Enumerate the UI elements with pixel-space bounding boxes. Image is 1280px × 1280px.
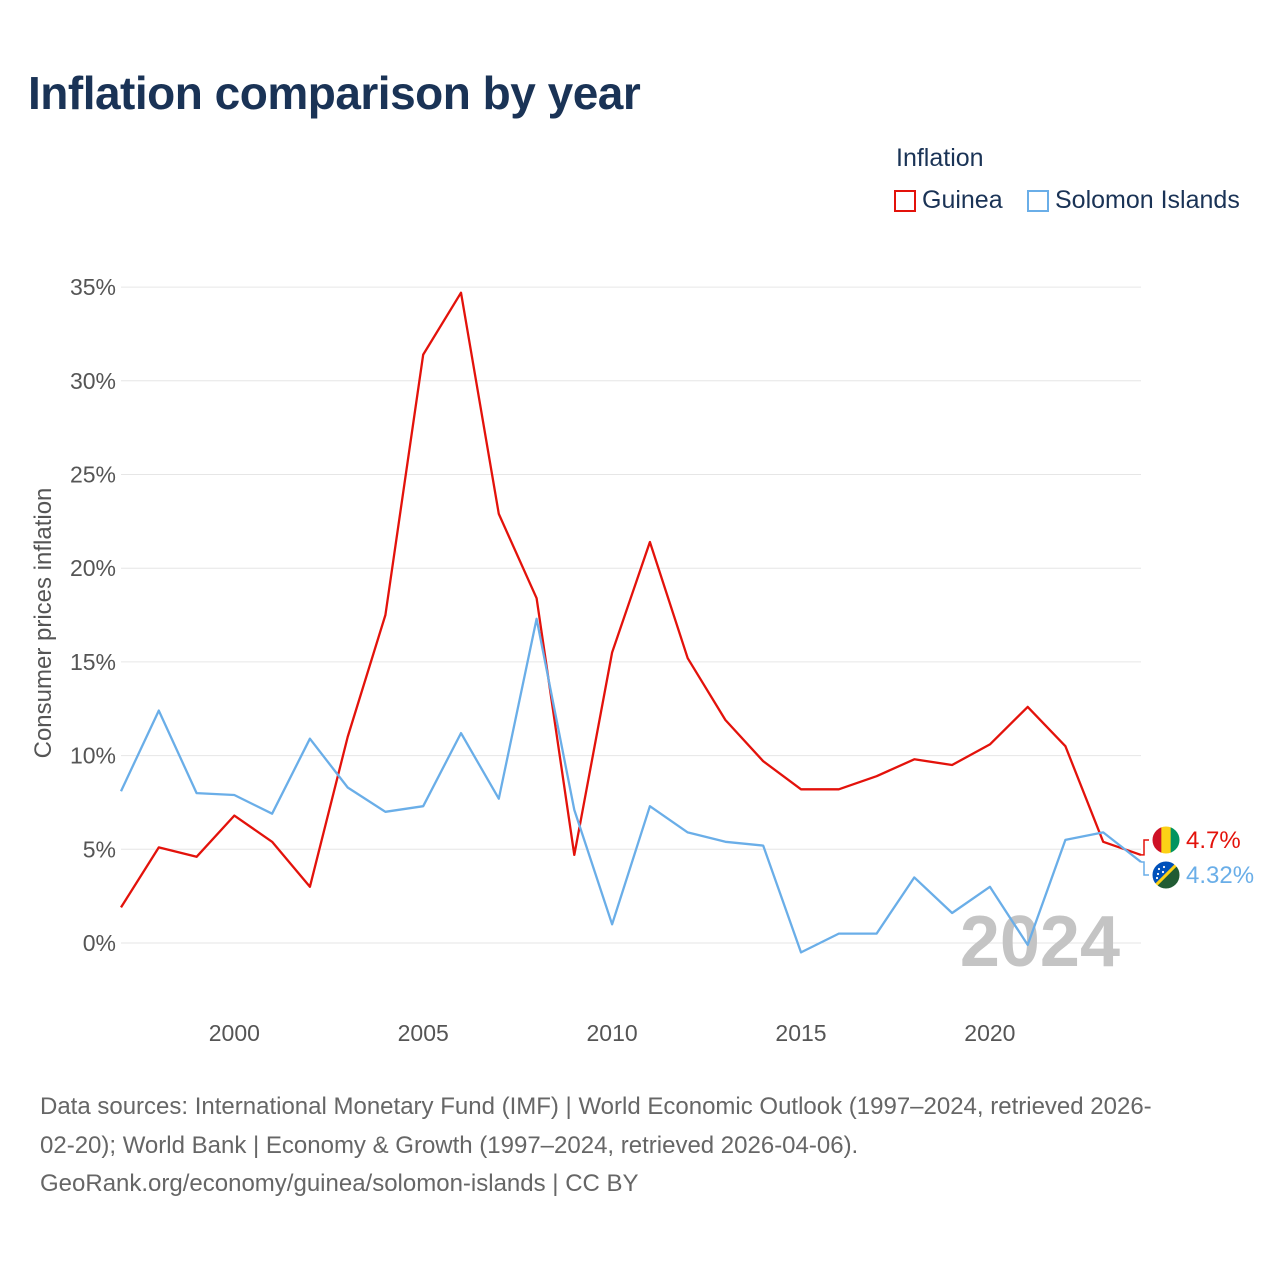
end-connector [1141, 839, 1149, 856]
y-tick-label: 30% [70, 368, 116, 394]
y-tick-label: 35% [70, 274, 116, 300]
guinea-flag-icon [1151, 825, 1181, 855]
series-line-guinea[interactable] [120, 291, 1142, 909]
legend-item-guinea[interactable]: Guinea [894, 186, 1003, 215]
y-tick-label: 20% [70, 555, 116, 581]
chart-title: Inflation comparison by year [28, 67, 641, 119]
legend-item-solomon-islands[interactable]: Solomon Islands [1027, 186, 1240, 215]
legend-swatch-guinea [894, 189, 916, 212]
series-lines [119, 291, 1142, 954]
x-tick-label: 2020 [964, 1020, 1015, 1046]
footer-source-line-2: 02-20); World Bank | Economy & Growth (1… [40, 1131, 859, 1159]
line-chart: 0%5%10%15%20%25%30%35% 2000 2005 2010 2015 2… [30, 274, 1254, 1046]
series-line-solomon-islands[interactable] [119, 617, 1142, 954]
y-tick-label: 25% [70, 462, 116, 488]
x-axis-ticks: 2000 2005 2010 2015 2020 [209, 1020, 1016, 1046]
legend-label-guinea: Guinea [922, 186, 1003, 214]
legend-label-solomon-islands: Solomon Islands [1055, 186, 1240, 214]
gridlines [121, 286, 1141, 944]
x-tick-label: 2000 [209, 1020, 260, 1046]
y-axis-ticks: 0% 5% 10% 15% 20% 25% 30% 35% [70, 274, 116, 956]
footer: Data sources: International Monetary Fun… [40, 1088, 1250, 1204]
end-labels: 4.7% 4.32% [1141, 825, 1254, 890]
end-value-label: 4.32% [1186, 862, 1254, 889]
x-tick-label: 2015 [775, 1020, 826, 1046]
y-tick-label: 5% [83, 836, 116, 862]
end-connector [1141, 861, 1149, 876]
y-tick-label: 10% [70, 743, 116, 769]
x-tick-label: 2005 [398, 1020, 449, 1046]
footer-source-line-1: Data sources: International Monetary Fun… [40, 1093, 1152, 1120]
year-watermark: 2024 [960, 902, 1120, 982]
y-tick-label: 0% [83, 930, 116, 956]
legend-swatch-solomon-islands [1027, 189, 1049, 212]
legend-title: Inflation [896, 144, 984, 172]
end-value-label: 4.7% [1186, 827, 1241, 854]
y-tick-label: 15% [70, 649, 116, 675]
y-axis-title: Consumer prices inflation [30, 488, 57, 759]
solomon-islands-flag-icon [1151, 860, 1181, 890]
x-tick-label: 2010 [587, 1020, 638, 1046]
footer-credit: GeoRank.org/economy/guinea/solomon-islan… [40, 1170, 639, 1197]
